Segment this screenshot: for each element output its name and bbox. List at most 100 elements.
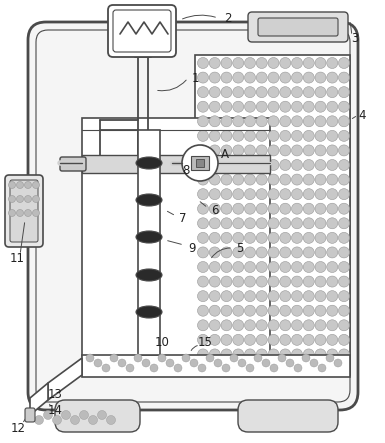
Circle shape xyxy=(198,305,209,316)
Circle shape xyxy=(244,72,256,83)
Circle shape xyxy=(244,174,256,185)
Circle shape xyxy=(198,276,209,287)
Circle shape xyxy=(244,203,256,214)
Bar xyxy=(82,155,270,173)
Circle shape xyxy=(110,354,118,362)
Circle shape xyxy=(268,261,279,272)
Circle shape xyxy=(32,182,40,189)
Circle shape xyxy=(233,116,244,127)
Circle shape xyxy=(302,354,310,362)
Circle shape xyxy=(303,320,314,331)
FancyBboxPatch shape xyxy=(60,157,86,171)
Circle shape xyxy=(338,116,350,127)
Circle shape xyxy=(327,247,338,258)
Circle shape xyxy=(198,87,209,97)
Circle shape xyxy=(244,261,256,272)
Circle shape xyxy=(268,276,279,287)
Circle shape xyxy=(327,72,338,83)
Circle shape xyxy=(221,334,232,346)
Circle shape xyxy=(35,416,44,424)
Circle shape xyxy=(256,101,267,112)
Circle shape xyxy=(280,72,291,83)
Circle shape xyxy=(315,247,326,258)
Circle shape xyxy=(209,203,220,214)
Circle shape xyxy=(198,101,209,112)
Circle shape xyxy=(233,276,244,287)
Circle shape xyxy=(291,247,303,258)
Circle shape xyxy=(291,276,303,287)
Circle shape xyxy=(214,359,222,367)
Circle shape xyxy=(315,189,326,200)
Circle shape xyxy=(291,320,303,331)
Circle shape xyxy=(233,58,244,69)
Circle shape xyxy=(315,334,326,346)
Circle shape xyxy=(268,218,279,229)
Circle shape xyxy=(221,116,232,127)
Circle shape xyxy=(315,87,326,97)
Circle shape xyxy=(209,130,220,141)
Circle shape xyxy=(8,195,15,202)
Circle shape xyxy=(268,159,279,171)
Circle shape xyxy=(303,261,314,272)
Circle shape xyxy=(244,87,256,97)
Circle shape xyxy=(256,116,267,127)
Circle shape xyxy=(303,58,314,69)
Circle shape xyxy=(221,203,232,214)
Circle shape xyxy=(244,189,256,200)
Circle shape xyxy=(209,276,220,287)
Circle shape xyxy=(315,320,326,331)
Circle shape xyxy=(268,320,279,331)
Circle shape xyxy=(198,247,209,258)
Circle shape xyxy=(280,334,291,346)
Circle shape xyxy=(303,247,314,258)
Circle shape xyxy=(303,305,314,316)
Circle shape xyxy=(315,116,326,127)
Circle shape xyxy=(244,247,256,258)
Circle shape xyxy=(256,247,267,258)
Circle shape xyxy=(327,305,338,316)
Circle shape xyxy=(327,349,338,360)
Circle shape xyxy=(338,203,350,214)
Circle shape xyxy=(268,305,279,316)
Circle shape xyxy=(256,364,267,374)
Circle shape xyxy=(291,305,303,316)
Circle shape xyxy=(190,359,198,367)
Text: 10: 10 xyxy=(154,335,169,349)
Text: 15: 15 xyxy=(198,337,213,350)
Circle shape xyxy=(244,276,256,287)
Circle shape xyxy=(268,116,279,127)
Circle shape xyxy=(338,218,350,229)
FancyBboxPatch shape xyxy=(248,12,348,42)
Circle shape xyxy=(44,411,52,420)
Circle shape xyxy=(221,364,232,374)
Circle shape xyxy=(291,218,303,229)
Circle shape xyxy=(221,349,232,360)
Circle shape xyxy=(32,210,40,217)
Circle shape xyxy=(221,233,232,243)
Circle shape xyxy=(198,218,209,229)
Circle shape xyxy=(209,247,220,258)
Circle shape xyxy=(303,145,314,156)
Circle shape xyxy=(315,58,326,69)
Circle shape xyxy=(17,210,23,217)
Circle shape xyxy=(291,101,303,112)
Circle shape xyxy=(198,145,209,156)
Circle shape xyxy=(246,364,254,372)
Circle shape xyxy=(209,189,220,200)
Circle shape xyxy=(256,233,267,243)
Circle shape xyxy=(198,233,209,243)
Circle shape xyxy=(338,87,350,97)
Circle shape xyxy=(338,145,350,156)
Circle shape xyxy=(244,364,256,374)
Circle shape xyxy=(338,320,350,331)
Circle shape xyxy=(221,159,232,171)
Circle shape xyxy=(303,159,314,171)
Bar xyxy=(191,156,209,170)
Circle shape xyxy=(233,364,244,374)
Circle shape xyxy=(233,261,244,272)
Circle shape xyxy=(238,359,246,367)
Circle shape xyxy=(182,145,218,181)
Circle shape xyxy=(79,411,89,420)
Circle shape xyxy=(262,359,270,367)
Circle shape xyxy=(209,291,220,302)
